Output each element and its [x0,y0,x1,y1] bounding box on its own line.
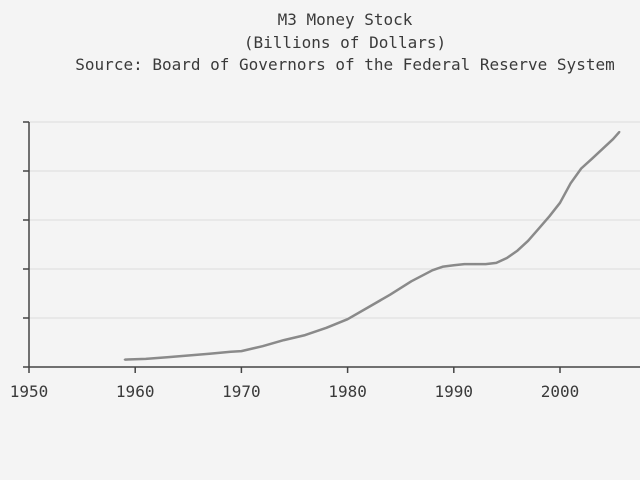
data-point [591,157,593,160]
x-tick-label: 2000 [541,382,580,401]
data-point [410,280,413,283]
data-point [559,201,561,204]
data-point [527,239,529,242]
data-point [506,257,508,259]
data-point [240,350,243,352]
data-point [537,227,540,230]
data-point [367,306,370,308]
data-point [283,339,285,341]
data-point [304,334,306,336]
data-point [516,249,519,252]
chart-title: M3 Money Stock [277,10,413,29]
data-point [463,263,466,265]
data-point [484,263,487,265]
data-point [548,215,551,218]
chart-source: Source: Board of Governors of the Federa… [75,55,615,74]
data-point [452,264,455,267]
data-point [612,138,614,141]
data-point [208,352,211,355]
data-point [261,345,264,348]
series-line [124,130,621,361]
data-point [229,350,232,353]
data-point [144,358,147,360]
x-tick-label: 1980 [328,382,367,401]
data-point [618,130,621,133]
chart-title-block: M3 Money Stock (Billions of Dollars) Sou… [0,9,640,77]
data-point [325,326,328,329]
chart-subtitle: (Billions of Dollars) [243,32,447,52]
data-point [442,265,445,268]
data-point [474,263,476,265]
data-point [580,167,583,170]
data-point [166,356,169,359]
x-tick-label: 1960 [116,382,155,401]
data-point [389,293,391,296]
data-point [431,269,434,272]
data-point [187,354,190,357]
data-point [123,358,126,361]
data-point [495,262,498,264]
x-tick-label: 1970 [222,382,261,401]
x-tick-label: 1990 [435,382,474,401]
data-point [346,318,349,321]
data-point [569,182,572,185]
x-tick-label: 1950 [10,382,49,401]
data-point [601,148,604,150]
